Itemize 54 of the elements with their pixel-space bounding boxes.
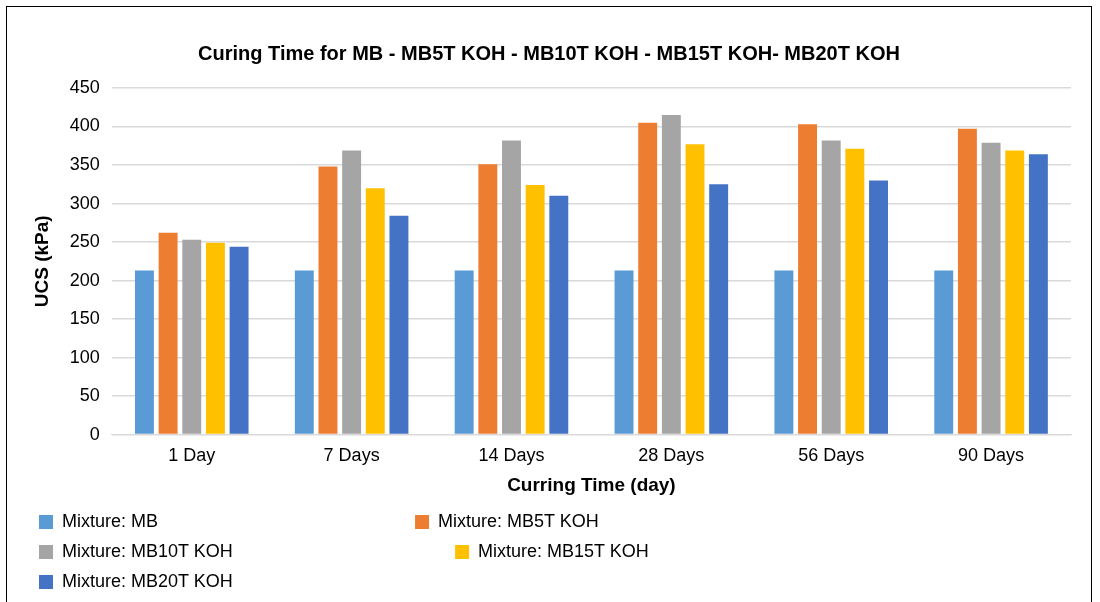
y-tick-label: 450 bbox=[69, 76, 100, 97]
bar bbox=[685, 144, 705, 434]
x-tick-label: 28 Days bbox=[638, 445, 705, 466]
y-tick-label: 300 bbox=[69, 192, 100, 213]
bar bbox=[478, 164, 498, 434]
x-axis-title: Curring Time (day) bbox=[507, 473, 676, 495]
y-axis-title: UCS (kPa) bbox=[30, 215, 52, 308]
y-tick-label: 100 bbox=[69, 346, 100, 367]
legend-label: Mixture: MB5T KOH bbox=[438, 510, 814, 531]
y-tick-label: 200 bbox=[69, 269, 100, 290]
legend-label: Mixture: MB20T KOH bbox=[62, 570, 443, 591]
y-tick-label: 350 bbox=[69, 153, 100, 174]
y-tick-label: 150 bbox=[69, 308, 100, 329]
bar bbox=[134, 270, 154, 434]
bar bbox=[502, 140, 521, 434]
bar bbox=[869, 180, 888, 434]
bar bbox=[614, 270, 634, 434]
legend-label: Mixture: MB15T KOH bbox=[478, 540, 859, 561]
bar bbox=[934, 270, 954, 434]
bar bbox=[158, 232, 178, 434]
bar bbox=[182, 239, 202, 434]
bar bbox=[342, 150, 362, 434]
bar bbox=[549, 195, 569, 434]
y-tick-label: 0 bbox=[89, 423, 100, 444]
bar bbox=[774, 270, 794, 434]
bar bbox=[389, 215, 409, 434]
x-tick-label: 90 Days bbox=[958, 445, 1025, 466]
bar bbox=[957, 128, 977, 434]
bar bbox=[981, 142, 1001, 434]
chart-title: Curing Time for MB - MB5T KOH - MB10T KOH - MB15T KOH- MB20T KOH bbox=[198, 41, 900, 64]
bar bbox=[1028, 154, 1048, 434]
bar bbox=[365, 188, 385, 434]
bar bbox=[294, 270, 314, 434]
x-tick-label: 7 Days bbox=[323, 445, 380, 466]
bar bbox=[821, 140, 841, 434]
bar bbox=[205, 242, 225, 434]
y-tick-label: 50 bbox=[79, 385, 100, 406]
x-tick-label: 1 Day bbox=[168, 445, 216, 466]
y-tick-label: 250 bbox=[69, 231, 100, 252]
legend-label: Mixture: MB bbox=[62, 510, 404, 531]
bar bbox=[1005, 150, 1025, 434]
x-tick-label: 56 Days bbox=[798, 445, 865, 466]
bar bbox=[661, 114, 681, 434]
bar bbox=[229, 246, 249, 434]
y-tick-label: 400 bbox=[69, 115, 100, 136]
bar bbox=[845, 148, 865, 434]
x-tick-label: 14 Days bbox=[478, 445, 545, 466]
bar bbox=[638, 122, 658, 434]
bar bbox=[318, 166, 338, 434]
bar bbox=[709, 184, 729, 434]
bar bbox=[525, 185, 545, 434]
legend-label: Mixture: MB10T KOH bbox=[62, 540, 443, 561]
bar bbox=[798, 124, 818, 434]
bar bbox=[454, 270, 474, 434]
